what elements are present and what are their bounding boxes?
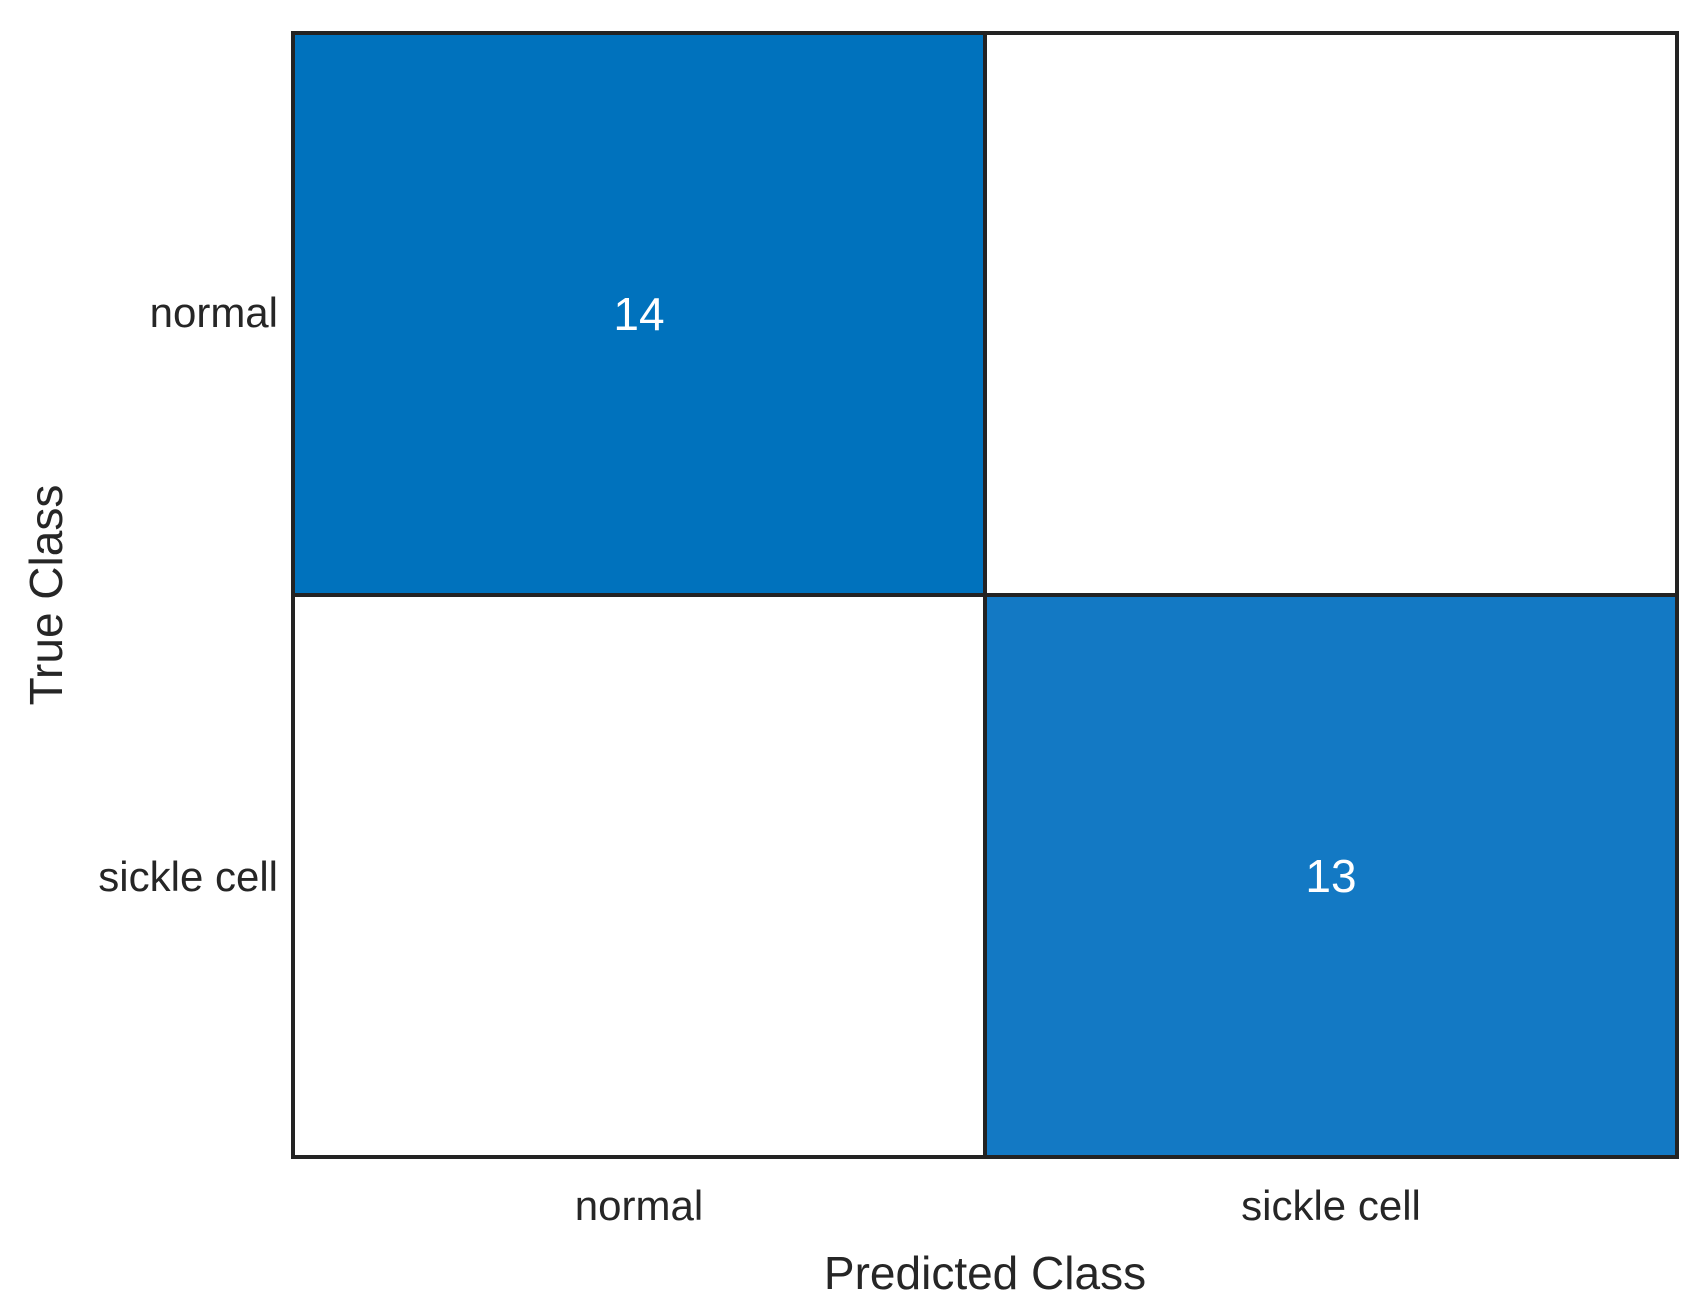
x-tick-label-sickle-cell: sickle cell — [1241, 1182, 1421, 1229]
y-tick-label-sickle-cell: sickle cell — [98, 853, 278, 900]
y-tick-label-normal: normal — [149, 289, 278, 336]
x-tick-label-normal: normal — [574, 1182, 704, 1229]
x-axis-label: Predicted Class — [823, 1247, 1147, 1299]
matrix-cell-true-sickle-cell-pred-sickle-cell: 13 — [987, 597, 1675, 1155]
matrix-plot-area: 14 13 — [291, 31, 1679, 1159]
matrix-cell-true-normal-pred-normal: 14 — [295, 35, 983, 593]
matrix-cell-true-normal-pred-sickle-cell — [987, 35, 1675, 593]
matrix-cell-true-sickle-cell-pred-normal — [295, 597, 983, 1155]
